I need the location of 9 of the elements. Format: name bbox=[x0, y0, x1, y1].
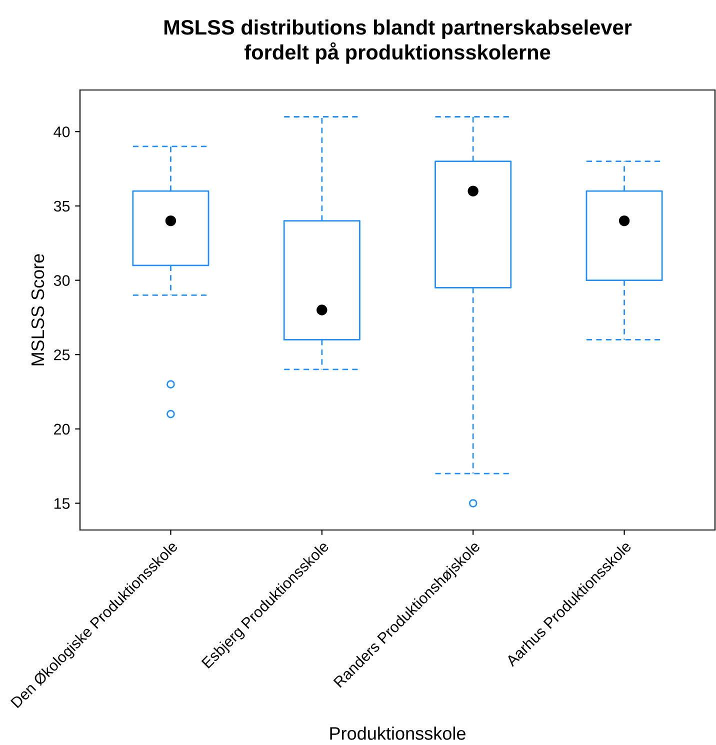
y-tick-label: 25 bbox=[54, 349, 70, 360]
x-axis-title: Produktionsskole bbox=[330, 726, 466, 740]
y-tick-label: 30 bbox=[54, 275, 70, 286]
y-axis-title: MSLSS Score bbox=[31, 254, 44, 366]
chart-title: MSLSS distributions blandt partnerskabselever fordelt på produktionsskolerne bbox=[164, 19, 632, 64]
y-tick-label: 35 bbox=[54, 200, 70, 212]
y-tick-label: 15 bbox=[54, 498, 70, 509]
y-tick-label: 40 bbox=[54, 126, 70, 138]
y-tick-label: 20 bbox=[54, 424, 70, 435]
